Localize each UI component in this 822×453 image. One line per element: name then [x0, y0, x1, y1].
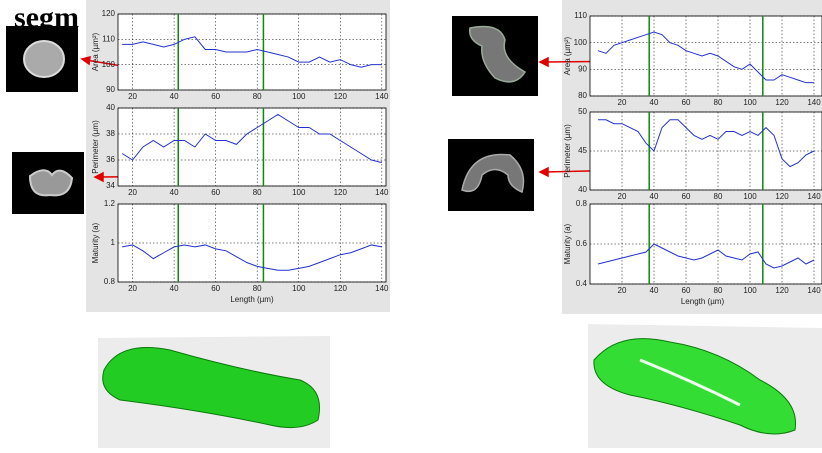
x-tick-label: 40 — [170, 284, 179, 293]
x-tick-label: 80 — [253, 284, 262, 293]
y-tick-label: 34 — [106, 181, 115, 190]
y-tick-label: 40 — [106, 103, 115, 112]
plot-area — [118, 14, 386, 90]
y-tick-label: 110 — [574, 11, 587, 20]
x-tick-label: 80 — [253, 92, 262, 101]
x-tick-label: 40 — [650, 192, 659, 201]
y-axis-label: Perimeter (µm) — [91, 120, 100, 174]
x-tick-label: 100 — [743, 286, 757, 295]
x-tick-label: 20 — [618, 98, 627, 107]
y-tick-label: 45 — [578, 146, 587, 155]
y-axis-label: Perimeter (µm) — [563, 124, 572, 178]
x-tick-label: 20 — [128, 92, 137, 101]
x-tick-label: 100 — [292, 284, 306, 293]
x-axis-label: Length (µm) — [681, 297, 725, 306]
plot-area — [118, 108, 386, 186]
x-tick-label: 40 — [170, 92, 179, 101]
x-tick-label: 120 — [775, 286, 789, 295]
x-tick-label: 120 — [775, 192, 789, 201]
y-tick-label: 120 — [102, 9, 116, 18]
x-tick-label: 20 — [618, 286, 627, 295]
x-tick-label: 140 — [375, 188, 389, 197]
x-tick-label: 100 — [292, 92, 306, 101]
x-tick-label: 140 — [375, 92, 389, 101]
x-tick-label: 60 — [682, 98, 691, 107]
x-tick-label: 100 — [743, 192, 757, 201]
x-tick-label: 140 — [375, 284, 389, 293]
x-tick-label: 120 — [334, 92, 348, 101]
x-tick-label: 120 — [334, 284, 348, 293]
x-tick-label: 40 — [650, 286, 659, 295]
y-tick-label: 0.4 — [576, 279, 588, 288]
y-tick-label: 50 — [578, 107, 587, 116]
x-tick-label: 60 — [211, 284, 220, 293]
3d-renderings — [98, 324, 822, 448]
y-tick-label: 1 — [111, 238, 116, 247]
x-tick-label: 40 — [650, 98, 659, 107]
y-tick-label: 40 — [578, 185, 587, 194]
y-tick-label: 90 — [578, 64, 587, 73]
y-tick-label: 0.8 — [576, 199, 588, 208]
x-tick-label: 60 — [682, 192, 691, 201]
y-axis-label: Maturity (a) — [91, 222, 100, 263]
y-tick-label: 100 — [574, 38, 588, 47]
y-tick-label: 0.6 — [576, 239, 588, 248]
x-tick-label: 100 — [292, 188, 306, 197]
x-tick-label: 140 — [807, 98, 821, 107]
x-tick-label: 20 — [128, 188, 137, 197]
x-axis-label: Length (µm) — [230, 295, 274, 304]
y-tick-label: 100 — [102, 60, 116, 69]
x-tick-label: 80 — [714, 98, 723, 107]
y-tick-label: 38 — [106, 129, 115, 138]
x-tick-label: 60 — [211, 92, 220, 101]
y-tick-label: 110 — [102, 34, 115, 43]
x-tick-label: 60 — [211, 188, 220, 197]
y-tick-label: 0.8 — [104, 277, 116, 286]
y-tick-label: 36 — [106, 155, 115, 164]
plot-area — [590, 16, 822, 96]
y-axis-label: Area (µm²) — [91, 32, 100, 71]
y-tick-label: 90 — [106, 85, 115, 94]
x-tick-label: 40 — [170, 188, 179, 197]
y-axis-label: Maturity (a) — [563, 223, 572, 264]
y-axis-label: Area (µm²) — [563, 36, 572, 75]
x-tick-label: 140 — [807, 192, 821, 201]
x-tick-label: 100 — [743, 98, 757, 107]
x-tick-label: 20 — [618, 192, 627, 201]
x-tick-label: 20 — [128, 284, 137, 293]
x-tick-label: 80 — [714, 192, 723, 201]
x-tick-label: 120 — [334, 188, 348, 197]
y-tick-label: 1.2 — [104, 199, 116, 208]
x-tick-label: 80 — [714, 286, 723, 295]
x-tick-label: 140 — [807, 286, 821, 295]
y-tick-label: 80 — [578, 91, 587, 100]
x-tick-label: 60 — [682, 286, 691, 295]
x-tick-label: 120 — [775, 98, 789, 107]
figure: segm 9010011012020406080100120140Area (µ… — [0, 0, 822, 448]
x-tick-label: 80 — [253, 188, 262, 197]
